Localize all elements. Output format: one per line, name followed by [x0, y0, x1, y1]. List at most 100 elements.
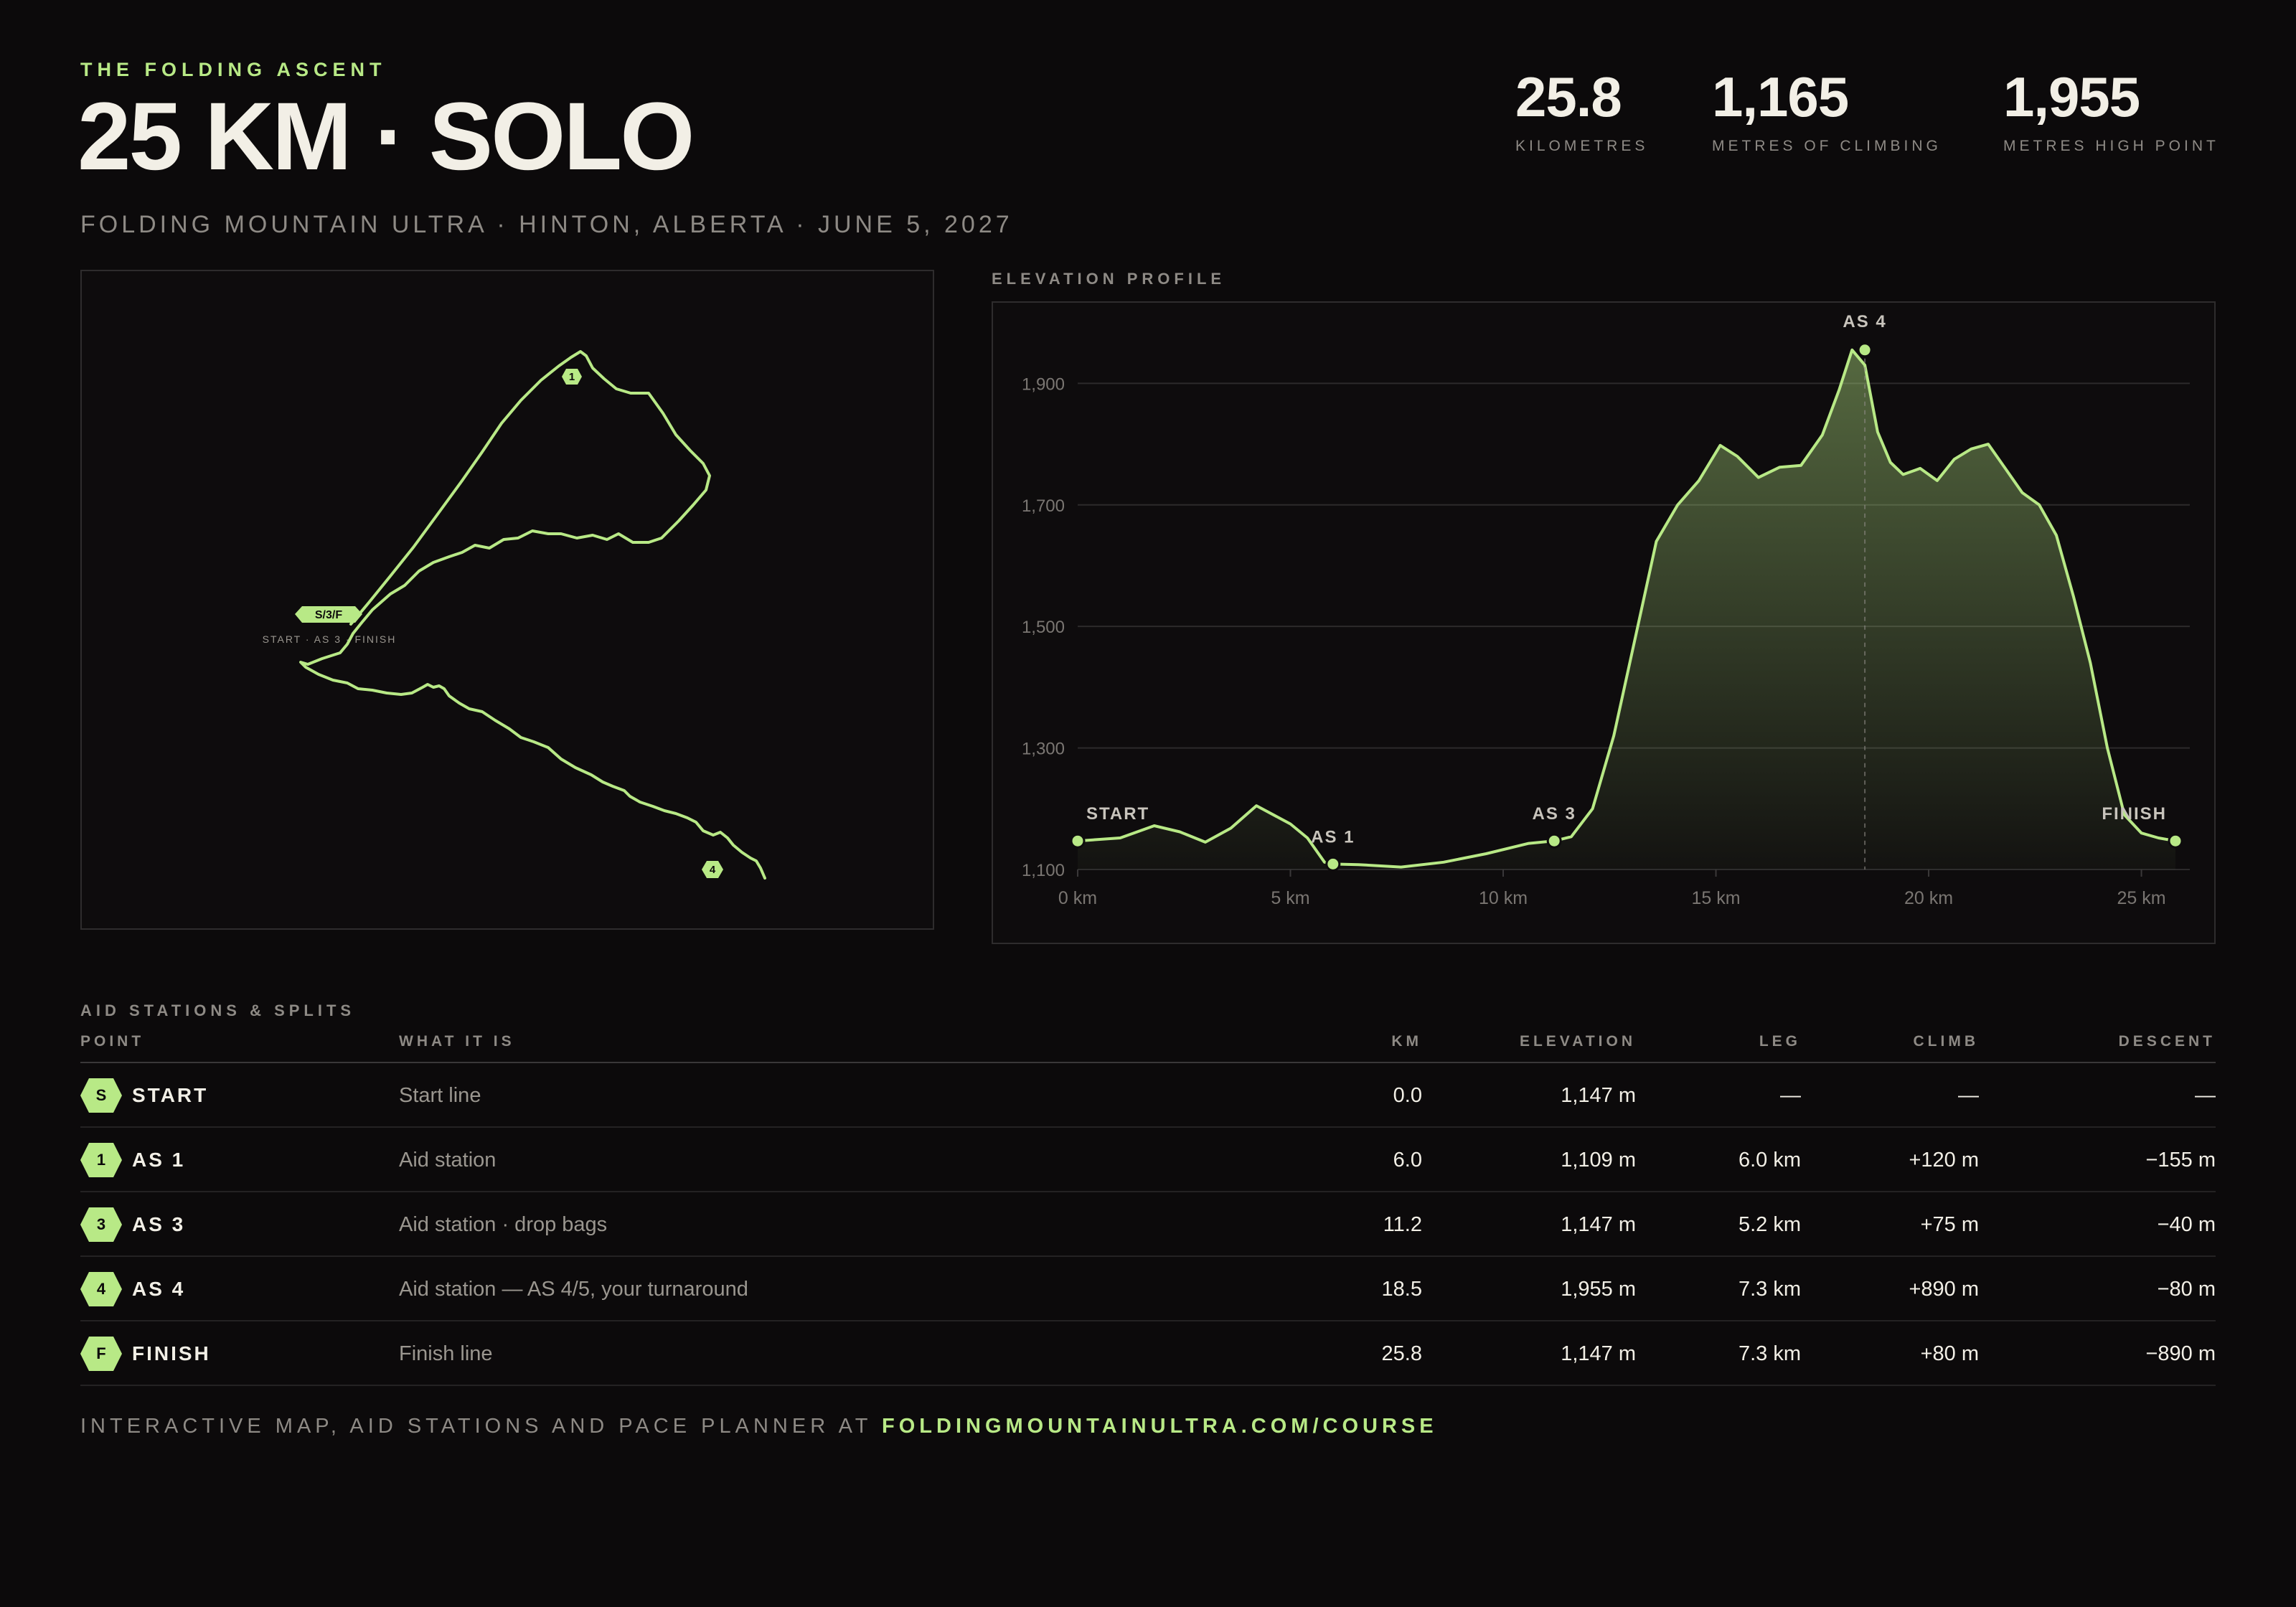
footer: INTERACTIVE MAP, AID STATIONS AND PACE P…	[80, 1415, 1438, 1438]
x-tick-label: 25 km	[2117, 888, 2166, 908]
event-subtitle: FOLDING MOUNTAIN ULTRA · HINTON, ALBERTA…	[80, 211, 1013, 238]
stat-distance-label: KILOMETRES	[1515, 138, 1649, 154]
point-descent: —	[2195, 1084, 2216, 1107]
header-elevation: ELEVATION	[1519, 1033, 1636, 1050]
point-km: 25.8	[1381, 1342, 1422, 1365]
course-link[interactable]: FOLDINGMOUNTAINULTRA.COM/COURSE	[882, 1415, 1438, 1438]
point-badge: 4	[80, 1272, 122, 1306]
point-elevation: 1,147 m	[1561, 1213, 1636, 1236]
point-leg: 7.3 km	[1738, 1342, 1801, 1365]
point-badge: 3	[80, 1207, 122, 1242]
point-descent: −80 m	[2157, 1278, 2216, 1301]
point-climb: +120 m	[1909, 1149, 1979, 1172]
stat-climbing-label: METRES OF CLIMBING	[1712, 138, 1942, 154]
stat-distance-value: 25.8	[1515, 65, 1622, 128]
x-tick-label: 15 km	[1691, 888, 1740, 908]
elevation-area	[1078, 349, 2175, 870]
point-badge-label: F	[96, 1344, 106, 1362]
x-tick-label: 0 km	[1058, 888, 1097, 908]
elevation-line	[1077, 348, 2176, 869]
point-km: 18.5	[1381, 1278, 1422, 1301]
point-km: 6.0	[1393, 1149, 1422, 1172]
map-marker-start-finish[interactable]: S/3/F	[295, 606, 362, 623]
table-header-row: POINT WHAT IT IS KM ELEVATION LEG CLIMB …	[80, 1030, 2216, 1063]
point-descent: −890 m	[2145, 1342, 2216, 1365]
course-map-svg: 1 S/3/F START · AS 3 · FINISH 4	[263, 350, 766, 880]
page-title: 25 KM · SOLO	[77, 83, 695, 190]
map-marker-4[interactable]: 4	[702, 861, 723, 878]
x-tick-label: 5 km	[1271, 888, 1309, 908]
header-leg: LEG	[1759, 1033, 1801, 1050]
x-tick-label: 20 km	[1904, 888, 1953, 908]
point-badge-label: S	[95, 1086, 107, 1104]
table-row: S START Start line 0.0 1,147 m — — —	[80, 1063, 2216, 1128]
point-badge: S	[80, 1078, 122, 1113]
point-name: AS 3	[132, 1213, 186, 1235]
stat-climbing: 1,165 METRES OF CLIMBING	[1712, 69, 1942, 155]
map-marker-1-label: 1	[569, 371, 575, 383]
table-row: 1 AS 1 Aid station 6.0 1,109 m 6.0 km +120 m −1…	[80, 1128, 2216, 1192]
point-badge-label: 4	[96, 1280, 106, 1298]
point-km: 0.0	[1393, 1084, 1422, 1107]
aid-station-point	[1857, 342, 1873, 358]
point-description: Start line	[399, 1084, 481, 1107]
point-description: Finish line	[399, 1342, 493, 1365]
aid-station-label: FINISH	[2102, 804, 2167, 824]
table-row: F FINISH Finish line 25.8 1,147 m 7.3 km +80 m…	[80, 1321, 2216, 1386]
point-description: Aid station · drop bags	[399, 1213, 608, 1236]
y-tick-label: 1,700	[1022, 496, 1065, 516]
point-name: START	[132, 1084, 209, 1106]
footer-text: INTERACTIVE MAP, AID STATIONS AND PACE P…	[80, 1415, 883, 1438]
aid-station-point	[1070, 833, 1086, 849]
aid-station-label: AS 1	[1311, 827, 1355, 847]
map-marker-1[interactable]: 1	[562, 369, 582, 385]
aid-station-point	[1325, 856, 1341, 872]
y-tick-label: 1,500	[1022, 618, 1065, 637]
point-name: AS 4	[132, 1278, 186, 1300]
aid-station-point	[1546, 833, 1562, 849]
point-badge: F	[80, 1337, 122, 1371]
header-point: POINT	[80, 1033, 145, 1050]
splits-table: POINT WHAT IT IS KM ELEVATION LEG CLIMB …	[80, 1030, 2216, 1386]
map-marker-start-label: S/3/F	[315, 609, 342, 621]
elevation-section-label: ELEVATION PROFILE	[992, 270, 1226, 288]
event-kicker: THE FOLDING ASCENT	[80, 59, 387, 80]
stat-distance: 25.8 KILOMETRES	[1515, 69, 1648, 155]
header-climb: CLIMB	[1913, 1033, 1979, 1050]
stat-high-point: 1,955 METRES HIGH POINT	[2003, 69, 2219, 155]
elevation-chart[interactable]: 1,100 1,300 1,500 1,700 1,900 0 km 5 km 10 km 15…	[992, 301, 2216, 944]
y-tick-label: 1,900	[1022, 374, 1065, 394]
point-elevation: 1,955 m	[1561, 1278, 1636, 1301]
point-km: 11.2	[1383, 1213, 1422, 1236]
stat-climbing-value: 1,165	[1712, 65, 1849, 128]
point-elevation: 1,109 m	[1561, 1149, 1636, 1172]
point-climb: —	[1958, 1084, 1979, 1107]
y-tick-label: 1,300	[1022, 740, 1065, 759]
stat-high-point-label: METRES HIGH POINT	[2003, 138, 2219, 154]
y-tick-label: 1,100	[1022, 861, 1065, 880]
table-row: 3 AS 3 Aid station · drop bags 11.2 1,147 m 5…	[80, 1192, 2216, 1257]
aid-station-label: AS 4	[1843, 312, 1886, 331]
map-marker-4-label: 4	[710, 864, 716, 876]
table-row: 4 AS 4 Aid station — AS 4/5, your turnarou…	[80, 1257, 2216, 1321]
point-climb: +890 m	[1909, 1278, 1979, 1301]
point-description: Aid station	[399, 1149, 497, 1172]
map-start-caption: START · AS 3 · FINISH	[263, 633, 397, 645]
aid-station-label: AS 3	[1533, 804, 1576, 824]
header-descent: DESCENT	[2118, 1033, 2216, 1050]
point-leg: 5.2 km	[1738, 1213, 1801, 1236]
point-description: Aid station — AS 4/5, your turnaround	[399, 1278, 748, 1301]
point-badge-label: 1	[96, 1151, 106, 1169]
course-route	[299, 350, 766, 880]
aid-station-label: START	[1086, 804, 1149, 824]
point-descent: −40 m	[2157, 1213, 2216, 1236]
point-name: AS 1	[132, 1149, 186, 1171]
course-map[interactable]: 1 S/3/F START · AS 3 · FINISH 4	[80, 270, 934, 930]
table-section-label: AID STATIONS & SPLITS	[80, 1002, 356, 1019]
header-what: WHAT IT IS	[399, 1033, 515, 1050]
point-elevation: 1,147 m	[1561, 1342, 1636, 1365]
stat-high-point-value: 1,955	[2003, 65, 2140, 128]
aid-station-point	[2168, 833, 2183, 849]
point-leg: 6.0 km	[1738, 1149, 1801, 1172]
x-tick-label: 10 km	[1479, 888, 1528, 908]
